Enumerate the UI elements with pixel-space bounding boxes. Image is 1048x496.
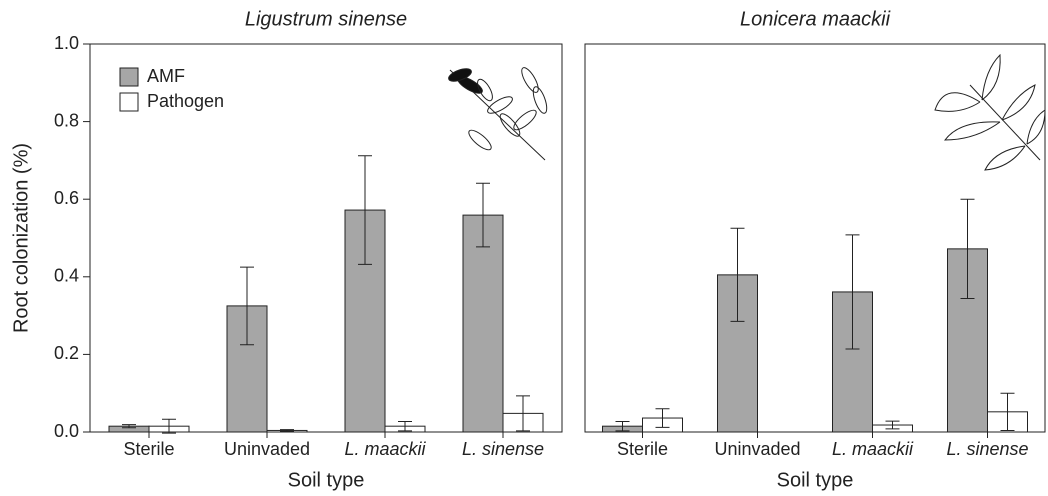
x-axis-title: Soil type [777,469,854,491]
x-tick-label: L. maackii [344,439,426,459]
x-tick-label: Uninvaded [714,439,800,459]
leaf-illustration-left [447,65,549,160]
legend-swatch [120,93,138,111]
legend-label: Pathogen [147,91,224,111]
y-tick-label: 0.8 [54,110,79,130]
x-tick-label: Sterile [617,439,668,459]
y-tick-label: 0.2 [54,343,79,363]
legend-label: AMF [147,66,185,86]
bar [463,215,503,432]
leaf-illustration-right [935,55,1045,170]
x-tick-label: L. maackii [832,439,914,459]
y-tick-label: 0.4 [54,266,79,286]
legend-swatch [120,68,138,86]
y-axis-title: Root colonization (%) [10,143,32,333]
y-tick-label: 1.0 [54,33,79,53]
x-tick-label: L. sinense [946,439,1028,459]
panel-title: Lonicera maackii [740,8,891,30]
y-tick-label: 0.6 [54,188,79,208]
x-tick-label: L. sinense [462,439,544,459]
x-axis-title: Soil type [288,469,365,491]
y-tick-label: 0.0 [54,421,79,441]
panel-title: Ligustrum sinense [245,8,407,30]
x-tick-label: Sterile [123,439,174,459]
x-tick-label: Uninvaded [224,439,310,459]
figure: Ligustrum sinense Soil type Root colonizat… [0,0,1048,496]
